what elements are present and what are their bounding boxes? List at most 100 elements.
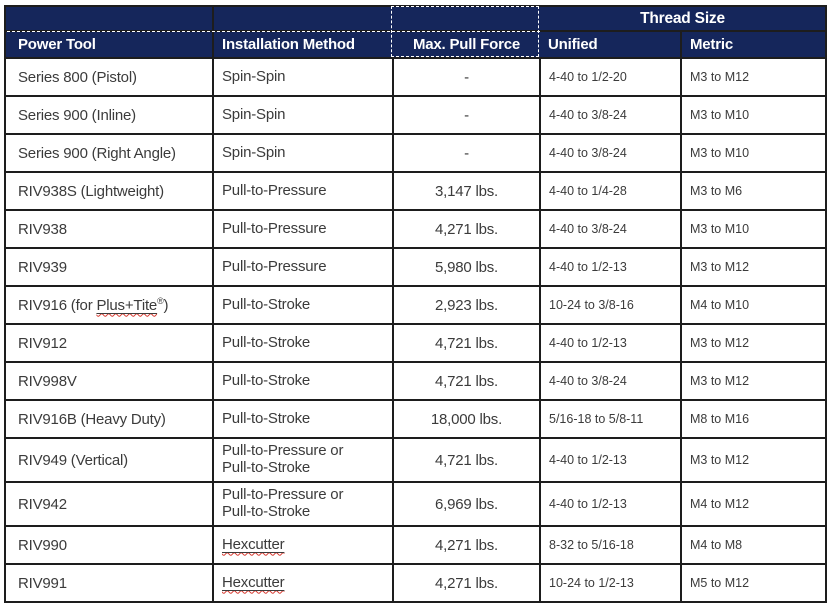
header-spacer-power-tool bbox=[4, 5, 214, 31]
cell-installation-method: Hexcutter bbox=[212, 525, 394, 565]
table-row: RIV938 Pull-to-Pressure 4,271 lbs. 4-40 to … bbox=[4, 209, 827, 249]
header-spacer-installation-method bbox=[212, 5, 393, 31]
cell-thread-unified: 4-40 to 3/8-24 bbox=[539, 95, 682, 135]
cell-installation-method: Pull-to-Stroke bbox=[212, 399, 394, 439]
cell-thread-metric: M3 to M10 bbox=[680, 133, 827, 173]
cell-thread-unified: 10-24 to 1/2-13 bbox=[539, 563, 682, 603]
table-row: Series 800 (Pistol) Spin-Spin -4-40 to 1/2… bbox=[4, 57, 827, 97]
cell-installation-method: Pull-to-Stroke bbox=[212, 323, 394, 363]
cell-power-tool: RIV916 (for Plus+Tite®) bbox=[4, 285, 214, 325]
cell-installation-method: Pull-to-Stroke bbox=[212, 285, 394, 325]
column-header-unified: Unified bbox=[540, 30, 682, 59]
cell-power-tool: RIV938 bbox=[4, 209, 214, 249]
cell-thread-metric: M3 to M12 bbox=[680, 437, 827, 483]
cell-thread-metric: M3 to M12 bbox=[680, 361, 827, 401]
spellcheck-underlined-word: Hexcutter bbox=[222, 573, 285, 591]
cell-installation-method: Spin-Spin bbox=[212, 133, 394, 173]
header-row: Power Tool Installation Method Max. Pull… bbox=[4, 30, 827, 59]
cell-thread-unified: 4-40 to 1/2-13 bbox=[539, 437, 682, 483]
table-header: Thread Size Power Tool Installation Meth… bbox=[4, 5, 827, 59]
cell-thread-metric: M3 to M10 bbox=[680, 209, 827, 249]
column-header-power-tool: Power Tool bbox=[4, 30, 214, 59]
cell-max-pull-force: 3,147 lbs. bbox=[392, 171, 541, 211]
table-row: RIV991 Hexcutter 4,271 lbs. 10-24 to 1/2-13… bbox=[4, 563, 827, 603]
cell-thread-unified: 4-40 to 3/8-24 bbox=[539, 361, 682, 401]
table-row: Series 900 (Right Angle) Spin-Spin -4-40 t… bbox=[4, 133, 827, 173]
table-row: RIV939 Pull-to-Pressure 5,980 lbs. 4-40 to … bbox=[4, 247, 827, 287]
table-row: RIV949 (Vertical) Pull-to-Pressure or Pull… bbox=[4, 437, 827, 483]
cell-power-tool: Series 800 (Pistol) bbox=[4, 57, 214, 97]
table-row: RIV998V Pull-to-Stroke 4,721 lbs. 4-40 to 3… bbox=[4, 361, 827, 401]
cell-installation-method: Pull-to-Pressure bbox=[212, 209, 394, 249]
table-row: Series 900 (Inline) Spin-Spin -4-40 to 3/8… bbox=[4, 95, 827, 135]
cell-max-pull-force: 4,271 lbs. bbox=[392, 209, 541, 249]
cell-thread-unified: 4-40 to 1/2-13 bbox=[539, 481, 682, 527]
cell-thread-metric: M4 to M10 bbox=[680, 285, 827, 325]
cell-installation-method: Pull-to-Pressure or Pull-to-Stroke bbox=[212, 437, 394, 483]
spellcheck-underlined-word: Plus+Tite bbox=[96, 296, 158, 314]
cell-max-pull-force: 2,923 lbs. bbox=[392, 285, 541, 325]
cell-max-pull-force: 4,271 lbs. bbox=[392, 563, 541, 603]
cell-power-tool: RIV991 bbox=[4, 563, 214, 603]
table-row: RIV990 Hexcutter 4,271 lbs. 8-32 to 5/16-18… bbox=[4, 525, 827, 565]
cell-power-tool: Series 900 (Inline) bbox=[4, 95, 214, 135]
cell-installation-method: Spin-Spin bbox=[212, 95, 394, 135]
table-row: RIV912 Pull-to-Stroke 4,721 lbs. 4-40 to 1/… bbox=[4, 323, 827, 363]
cell-thread-unified: 4-40 to 3/8-24 bbox=[539, 209, 682, 249]
cell-thread-metric: M4 to M8 bbox=[680, 525, 827, 565]
cell-max-pull-force: 6,969 lbs. bbox=[392, 481, 541, 527]
cell-installation-method: Spin-Spin bbox=[212, 57, 394, 97]
cell-max-pull-force: 18,000 lbs. bbox=[392, 399, 541, 439]
cell-max-pull-force: - bbox=[392, 57, 541, 97]
cell-power-tool: RIV916B (Heavy Duty) bbox=[4, 399, 214, 439]
cell-thread-unified: 4-40 to 1/4-28 bbox=[539, 171, 682, 211]
cell-thread-metric: M3 to M10 bbox=[680, 95, 827, 135]
cell-power-tool: RIV990 bbox=[4, 525, 214, 565]
cell-max-pull-force: 4,271 lbs. bbox=[392, 525, 541, 565]
column-header-metric: Metric bbox=[680, 30, 827, 59]
cell-installation-method: Pull-to-Stroke bbox=[212, 361, 394, 401]
cell-thread-metric: M4 to M12 bbox=[680, 481, 827, 527]
table-row: RIV916 (for Plus+Tite®) Pull-to-Stroke 2,9… bbox=[4, 285, 827, 325]
cell-thread-metric: M3 to M12 bbox=[680, 247, 827, 287]
cell-max-pull-force: 4,721 lbs. bbox=[392, 437, 541, 483]
cell-thread-unified: 4-40 to 1/2-20 bbox=[539, 57, 682, 97]
cell-max-pull-force: 4,721 lbs. bbox=[392, 361, 541, 401]
table-body: Series 800 (Pistol) Spin-Spin -4-40 to 1/2… bbox=[4, 57, 827, 603]
column-group-header-thread-size: Thread Size bbox=[540, 5, 827, 32]
cell-power-tool: RIV912 bbox=[4, 323, 214, 363]
table-row: RIV942 Pull-to-Pressure or Pull-to-Stroke 6… bbox=[4, 481, 827, 527]
cell-max-pull-force: - bbox=[392, 133, 541, 173]
column-header-installation-method: Installation Method bbox=[212, 30, 393, 59]
header-group-row: Thread Size bbox=[4, 5, 827, 32]
cell-power-tool: RIV949 (Vertical) bbox=[4, 437, 214, 483]
cell-installation-method: Pull-to-Pressure bbox=[212, 247, 394, 287]
cell-max-pull-force: 5,980 lbs. bbox=[392, 247, 541, 287]
cell-thread-metric: M3 to M6 bbox=[680, 171, 827, 211]
column-header-max-pull-force: Max. Pull Force bbox=[393, 30, 540, 59]
cell-installation-method: Hexcutter bbox=[212, 563, 394, 603]
cell-thread-metric: M8 to M16 bbox=[680, 399, 827, 439]
table-row: RIV938S (Lightweight) Pull-to-Pressure 3,1… bbox=[4, 171, 827, 211]
cell-thread-unified: 4-40 to 1/2-13 bbox=[539, 323, 682, 363]
power-tool-spec-table: Thread Size Power Tool Installation Meth… bbox=[4, 5, 827, 603]
cell-installation-method: Pull-to-Pressure bbox=[212, 171, 394, 211]
cell-thread-unified: 8-32 to 5/16-18 bbox=[539, 525, 682, 565]
registered-trademark-symbol: ® bbox=[157, 295, 164, 306]
cell-max-pull-force: 4,721 lbs. bbox=[392, 323, 541, 363]
cell-thread-unified: 10-24 to 3/8-16 bbox=[539, 285, 682, 325]
cell-power-tool: RIV942 bbox=[4, 481, 214, 527]
table-row: RIV916B (Heavy Duty) Pull-to-Stroke 18,000… bbox=[4, 399, 827, 439]
header-spacer-max-pull-force bbox=[393, 6, 540, 31]
cell-power-tool: RIV998V bbox=[4, 361, 214, 401]
cell-thread-unified: 5/16-18 to 5/8-11 bbox=[539, 399, 682, 439]
cell-power-tool: RIV939 bbox=[4, 247, 214, 287]
cell-max-pull-force: - bbox=[392, 95, 541, 135]
cell-power-tool: RIV938S (Lightweight) bbox=[4, 171, 214, 211]
power-tool-spec-table-wrapper: Thread Size Power Tool Installation Meth… bbox=[4, 5, 827, 603]
cell-thread-unified: 4-40 to 3/8-24 bbox=[539, 133, 682, 173]
cell-thread-unified: 4-40 to 1/2-13 bbox=[539, 247, 682, 287]
cell-thread-metric: M5 to M12 bbox=[680, 563, 827, 603]
cell-thread-metric: M3 to M12 bbox=[680, 323, 827, 363]
spellcheck-underlined-word: Hexcutter bbox=[222, 535, 285, 553]
